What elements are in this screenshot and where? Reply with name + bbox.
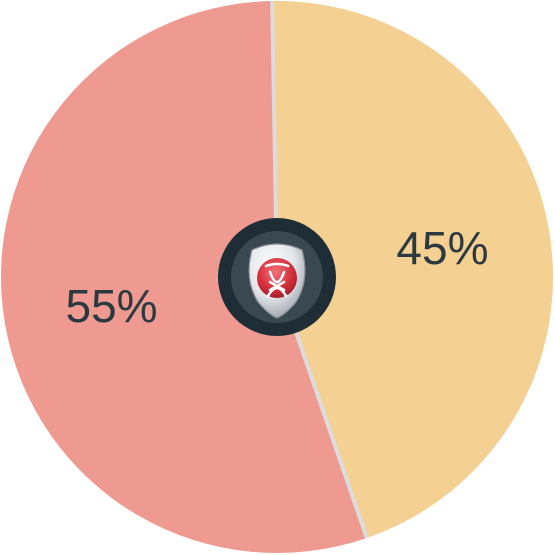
crest-glyph-icon <box>264 262 290 298</box>
pie-slice-1 <box>1 1 367 553</box>
pie-slice-label-1: 55% <box>66 280 158 332</box>
center-badge <box>218 218 336 336</box>
red-crest-emblem-icon <box>257 258 297 298</box>
pie-slice-0 <box>272 1 554 538</box>
pie-slice-label-0: 45% <box>396 222 488 274</box>
labels-layer: 45% 55% <box>66 222 489 332</box>
